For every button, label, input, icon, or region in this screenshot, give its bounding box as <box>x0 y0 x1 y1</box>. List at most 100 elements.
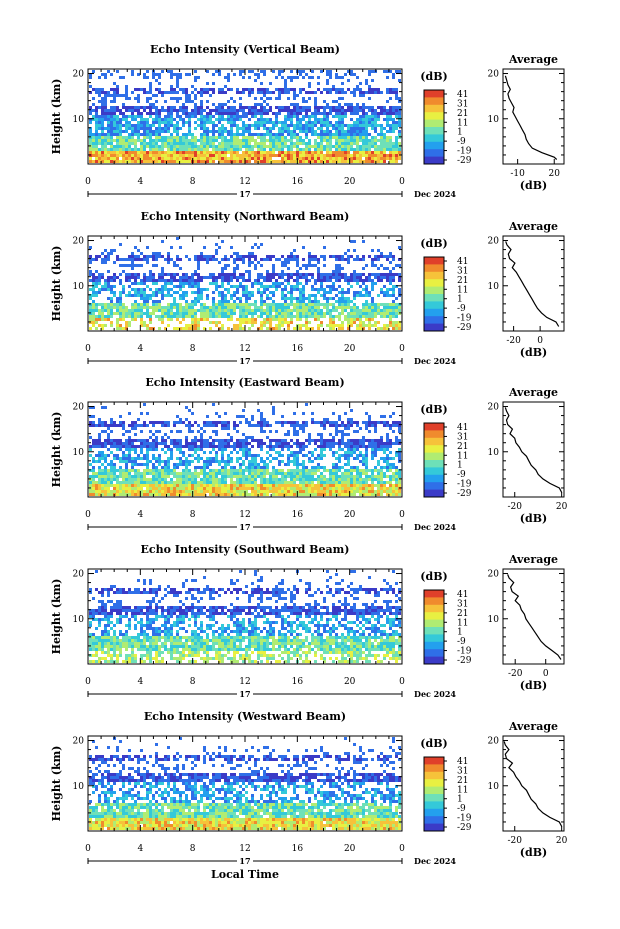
heat-cell <box>110 451 113 454</box>
heat-cell <box>152 439 155 442</box>
heat-cell <box>125 115 128 118</box>
heat-cell <box>326 312 329 315</box>
heat-cell <box>386 445 389 448</box>
colorbar-tick-label: 41 <box>457 90 468 100</box>
heat-cell <box>116 139 119 142</box>
heat-cell <box>311 115 314 118</box>
heat-cell <box>311 294 314 297</box>
heat-cell <box>215 136 218 139</box>
heat-cell <box>269 442 272 445</box>
heat-cell <box>221 421 224 424</box>
heat-cell <box>140 412 143 415</box>
heat-cell <box>206 82 209 85</box>
heat-cell <box>137 94 140 97</box>
heat-cell <box>350 421 353 424</box>
heat-cell <box>224 460 227 463</box>
heat-cell <box>152 300 155 303</box>
heat-cell <box>266 445 269 448</box>
heat-cell <box>137 73 140 76</box>
heat-cell <box>194 297 197 300</box>
heat-cell <box>380 130 383 133</box>
heat-cell <box>101 309 104 312</box>
heat-cell <box>215 109 218 112</box>
heat-cell <box>290 258 293 261</box>
heat-cell <box>200 312 203 315</box>
heat-cell <box>380 279 383 282</box>
heat-cell <box>134 255 137 258</box>
heat-cell <box>218 73 221 76</box>
heat-cell <box>134 124 137 127</box>
heat-cell <box>362 240 365 243</box>
heat-cell <box>245 315 248 318</box>
heat-cell <box>179 309 182 312</box>
heat-cell <box>233 160 236 163</box>
heat-cell <box>251 124 254 127</box>
heat-cell <box>380 276 383 279</box>
heat-cell <box>377 124 380 127</box>
heat-cell <box>302 118 305 121</box>
heat-cell <box>224 145 227 148</box>
heat-cell <box>185 291 188 294</box>
avg-y-tick-label: 10 <box>488 115 500 125</box>
heat-cell <box>128 106 131 109</box>
heat-cell <box>167 424 170 427</box>
heat-cell <box>305 142 308 145</box>
heat-cell <box>260 457 263 460</box>
heat-cell <box>149 127 152 130</box>
heat-cell <box>374 424 377 427</box>
heat-cell <box>344 151 347 154</box>
heat-cell <box>392 463 395 466</box>
heat-cell <box>341 273 344 276</box>
heat-cell <box>173 160 176 163</box>
heat-cell <box>233 106 236 109</box>
heat-cell <box>125 148 128 151</box>
heat-cell <box>353 306 356 309</box>
heat-cell <box>338 303 341 306</box>
heat-cell <box>185 73 188 76</box>
heat-cell <box>314 124 317 127</box>
heat-cell <box>371 297 374 300</box>
heat-cell <box>365 445 368 448</box>
heat-cell <box>284 288 287 291</box>
heat-cell <box>281 324 284 327</box>
heat-cell <box>332 136 335 139</box>
heat-cell <box>179 151 182 154</box>
heat-cell <box>176 76 179 79</box>
heat-cell <box>236 115 239 118</box>
heat-cell <box>344 463 347 466</box>
heat-cell <box>221 276 224 279</box>
heat-cell <box>110 460 113 463</box>
heat-cell <box>101 157 104 160</box>
heat-cell <box>344 145 347 148</box>
heat-cell <box>359 445 362 448</box>
heat-cell <box>377 148 380 151</box>
heat-cell <box>215 315 218 318</box>
heat-cell <box>209 160 212 163</box>
heat-cell <box>113 291 116 294</box>
heat-cell <box>374 127 377 130</box>
heat-cell <box>239 148 242 151</box>
heat-cell <box>374 315 377 318</box>
heat-cell <box>374 130 377 133</box>
heat-cell <box>251 252 254 255</box>
heat-cell <box>158 303 161 306</box>
heat-cell <box>332 466 335 469</box>
heat-cell <box>101 142 104 145</box>
heat-cell <box>383 315 386 318</box>
heat-cell <box>320 124 323 127</box>
heat-cell <box>380 312 383 315</box>
heat-cell <box>260 291 263 294</box>
heat-cell <box>197 457 200 460</box>
heat-cell <box>374 145 377 148</box>
heat-cell <box>281 273 284 276</box>
heat-cell <box>347 151 350 154</box>
heat-cell <box>239 421 242 424</box>
heat-cell <box>95 424 98 427</box>
heat-cell <box>164 121 167 124</box>
heat-cell <box>257 309 260 312</box>
heat-cell <box>359 106 362 109</box>
heat-cell <box>98 282 101 285</box>
heat-cell <box>224 264 227 267</box>
heat-cell <box>341 76 344 79</box>
heat-cell <box>293 303 296 306</box>
